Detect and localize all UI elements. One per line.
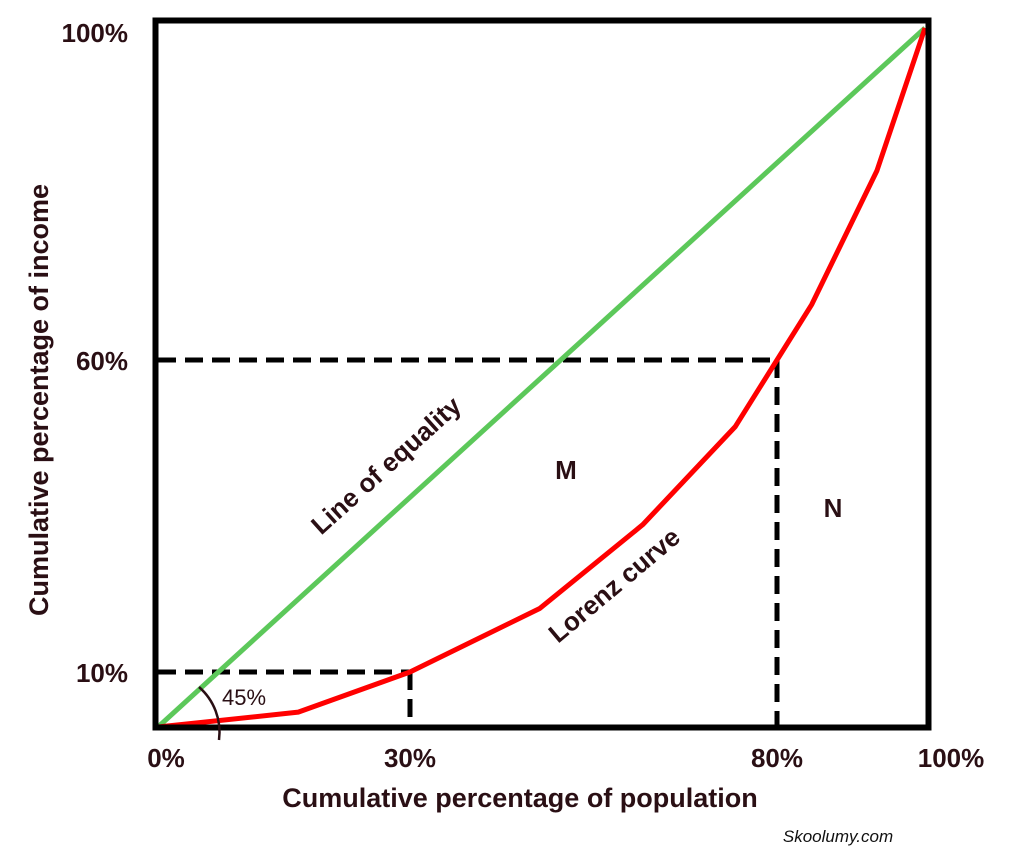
reference-lines bbox=[158, 357, 780, 727]
y-tick-label: 100% bbox=[62, 18, 129, 48]
x-tick-label: 0% bbox=[147, 743, 185, 773]
lorenz-curve bbox=[157, 27, 928, 730]
angle-arc bbox=[198, 686, 221, 741]
series-label-lorenz: Lorenz curve bbox=[543, 522, 686, 649]
plot-frame bbox=[152, 17, 932, 731]
x-axis-label: Cumulative percentage of population bbox=[282, 783, 758, 813]
series-lines bbox=[156, 26, 928, 730]
x-tick-label: 30% bbox=[384, 743, 436, 773]
watermark: Skoolumy.com bbox=[783, 827, 893, 846]
x-tick-label: 80% bbox=[751, 743, 803, 773]
y-tick-labels: 10% 60% 100% bbox=[62, 18, 129, 688]
y-tick-label: 10% bbox=[76, 658, 128, 688]
x-tick-label: 100% bbox=[918, 743, 985, 773]
x-tick-labels: 0% 30% 80% 100% bbox=[147, 743, 984, 773]
y-tick-label: 60% bbox=[76, 346, 128, 376]
region-n-label: N bbox=[824, 493, 843, 523]
y-axis-label: Cumulative percentage of income bbox=[24, 184, 54, 616]
line-of-equality bbox=[156, 26, 927, 729]
angle-label: 45% bbox=[222, 685, 266, 710]
region-m-label: M bbox=[555, 455, 577, 485]
